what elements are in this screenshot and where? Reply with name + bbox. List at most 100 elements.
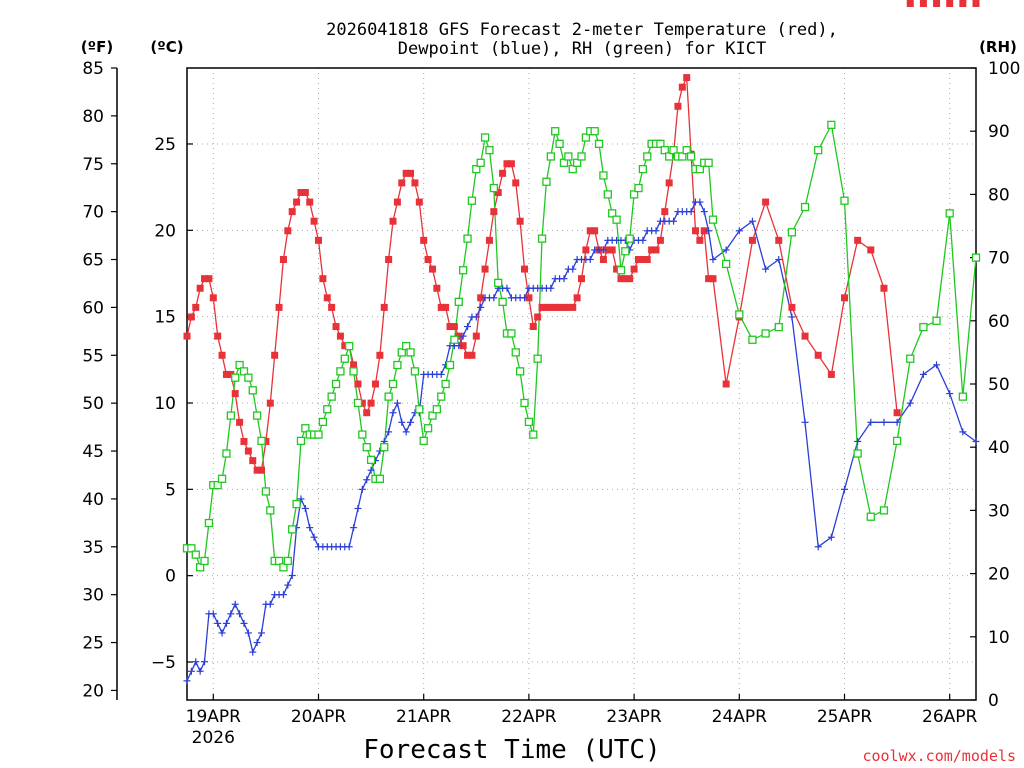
temperature-point [494, 188, 502, 196]
source-credit[interactable]: coolwx.com/models [862, 747, 1016, 765]
x-tick-label: 19APR [186, 707, 242, 727]
temperature-point [315, 236, 322, 244]
rh-point [204, 518, 214, 528]
rh-point [546, 152, 555, 161]
rh-point [323, 405, 332, 414]
rh-point [406, 348, 415, 357]
temperature-point [367, 399, 375, 407]
temperature-point [275, 303, 283, 311]
dewpoint-point [201, 658, 209, 666]
rh-point [524, 417, 534, 427]
temperature-point [516, 217, 524, 225]
temperature-point [893, 409, 901, 417]
temperature-point [424, 256, 432, 264]
temperature-point [328, 303, 336, 311]
rh-point [638, 164, 648, 174]
rh-point [345, 341, 354, 351]
dewpoint-point [880, 418, 888, 426]
rh-point [358, 430, 367, 439]
dewpoint-point [196, 667, 204, 675]
rh-tick-label: 0 [988, 691, 999, 711]
temperature-point [293, 198, 301, 206]
rh-point [643, 152, 652, 161]
temperature-point [775, 236, 783, 244]
rh-point [467, 196, 477, 205]
temperature-point [411, 179, 419, 187]
temperature-point [468, 351, 476, 359]
temperature-point [946, 0, 954, 7]
rh-tick-label: 70 [988, 249, 1010, 269]
temperature-point [266, 399, 274, 407]
rh-point [314, 430, 323, 439]
temperature-point [455, 332, 463, 340]
dewpoint-point [398, 418, 406, 426]
dewpoint-point [700, 208, 708, 216]
dewpoint-point [385, 428, 393, 436]
temperature-point [183, 332, 191, 340]
temperature-point [187, 313, 195, 321]
temperature-point [569, 303, 577, 311]
dewpoint-point [231, 600, 239, 608]
dewpoint-point [788, 313, 796, 321]
rh-point [608, 209, 617, 218]
temperature-point [477, 294, 485, 302]
rh-point [489, 183, 498, 193]
dewpoint-point [389, 409, 397, 417]
dewpoint-point [459, 332, 467, 340]
dewpoint-point [762, 265, 770, 273]
rh-point [621, 247, 630, 256]
dewpoint-point [841, 485, 848, 493]
temperature-point [854, 236, 862, 244]
rh-point [266, 506, 275, 515]
rh-point [669, 146, 678, 155]
rh-point [353, 398, 363, 408]
temperature-point [450, 323, 458, 331]
dewpoint-point [437, 370, 445, 378]
dewpoint-point [214, 619, 222, 627]
temperature-point [959, 0, 967, 7]
fahrenheit-tick-label: 80 [82, 107, 104, 127]
temperature-point [332, 323, 340, 331]
x-tick-label: 23APR [606, 707, 662, 727]
rh-point [958, 392, 967, 401]
rh-point [735, 310, 744, 319]
dewpoint-point [854, 437, 862, 445]
rh-point [231, 373, 240, 382]
dewpoint-point [722, 246, 730, 254]
rh-point [686, 152, 696, 161]
rh-point [581, 133, 591, 142]
rh-point [296, 436, 306, 446]
dewpoint-point [906, 399, 914, 407]
x-tick-label: 26APR [922, 707, 978, 727]
rh-point [568, 164, 577, 174]
celsius-tick-label: 5 [165, 480, 176, 500]
rh-point [507, 329, 516, 338]
plot-frame [186, 67, 977, 701]
temperature-point [389, 217, 397, 225]
celsius-tick-label: 25 [154, 135, 176, 155]
temperature-point [547, 303, 555, 311]
rh-point [375, 474, 385, 483]
temperature-point [385, 256, 393, 264]
fahrenheit-tick-label: 70 [82, 203, 104, 223]
dewpoint-point [919, 370, 927, 378]
fahrenheit-tick-label: 55 [82, 346, 104, 366]
temperature-point [415, 198, 423, 206]
rh-point [704, 158, 713, 167]
rh-point [485, 146, 494, 155]
fahrenheit-tick-label: 20 [82, 681, 104, 701]
chart-title-line2: Dewpoint (blue), RH (green) for KICT [398, 39, 766, 59]
dewpoint-point [192, 658, 200, 666]
rh-point [634, 183, 643, 193]
temperature-point [481, 265, 489, 273]
temperature-point [393, 198, 401, 206]
rh-point [437, 392, 446, 401]
rh-point [288, 525, 297, 534]
temperature-point [674, 102, 682, 110]
rh-point [476, 158, 485, 167]
rh-point [252, 411, 262, 420]
x-tick-label: 22APR [501, 707, 557, 727]
rh-point [445, 360, 455, 370]
temperature-point [827, 370, 835, 378]
